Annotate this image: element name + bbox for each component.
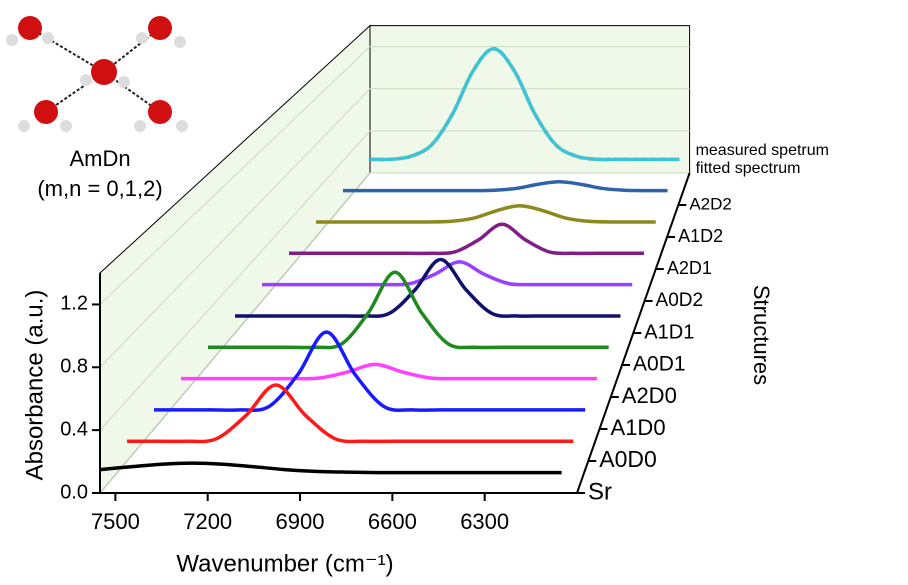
- y-tick-label: 0.8: [60, 356, 88, 378]
- series-line: [127, 383, 574, 444]
- z-tick-label: A1D1: [644, 321, 694, 343]
- annotation-subtitle: (m,n = 0,1,2): [37, 176, 162, 201]
- z-tick-label: A2D0: [622, 383, 677, 408]
- annotation-title: AmDn: [69, 146, 130, 171]
- y-tick-label: 1.2: [60, 293, 88, 315]
- z-tick-label: Sr: [588, 478, 612, 505]
- z-tick-label: A2D2: [689, 194, 732, 213]
- series-line: [343, 180, 668, 193]
- x-tick-label: 6900: [276, 509, 325, 534]
- series-line: [261, 260, 633, 287]
- z-tick-label: A1D2: [678, 226, 723, 246]
- legend-label: fitted spectrum: [696, 160, 801, 177]
- z-tick-label: A0D1: [633, 353, 686, 376]
- z-tick-label: A1D0: [611, 415, 666, 440]
- back-wall: [369, 25, 691, 174]
- x-tick-label: 7500: [91, 509, 140, 534]
- y-tick-label: 0.0: [60, 481, 88, 503]
- series-line: [99, 461, 562, 475]
- series-line: [235, 257, 621, 318]
- grid-line: [99, 46, 690, 305]
- grid-line: [99, 172, 690, 494]
- z-axis-label: Structures: [749, 285, 774, 385]
- series-line: [154, 330, 586, 412]
- x-tick-label: 6600: [368, 509, 417, 534]
- series-line: [181, 362, 597, 381]
- x-tick-label: 7200: [183, 509, 232, 534]
- x-axis-label: Wavenumber (cm⁻¹): [176, 550, 393, 577]
- y-axis-label: Absorbance (a.u.): [21, 290, 48, 481]
- left-wall: [99, 24, 371, 495]
- series-line: [289, 222, 644, 256]
- y-tick-label: 0.4: [60, 418, 88, 440]
- x-tick-label: 6300: [460, 509, 509, 534]
- series-line: [208, 270, 609, 350]
- grid-line: [99, 88, 690, 368]
- z-tick-label: A0D0: [599, 446, 657, 472]
- z-tick-label: A2D1: [667, 258, 712, 278]
- series-line: [316, 204, 656, 224]
- legend-label: measured spetrum: [696, 142, 829, 159]
- series-line: [369, 47, 680, 162]
- molecule-atoms: [6, 16, 188, 132]
- z-tick-label: A0D2: [656, 290, 704, 311]
- grid-line: [99, 130, 690, 431]
